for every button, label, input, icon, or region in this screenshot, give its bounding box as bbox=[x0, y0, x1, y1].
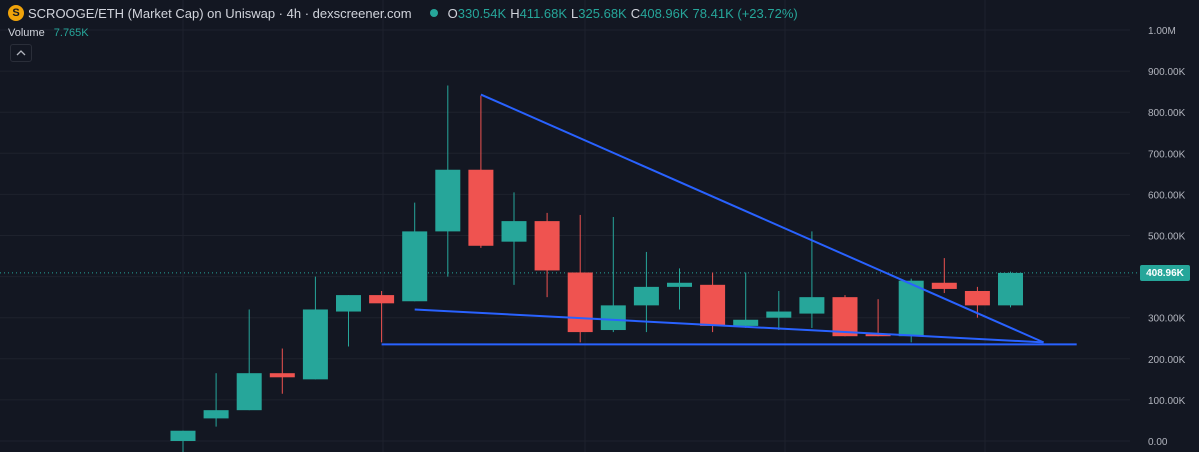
high-label: H bbox=[510, 5, 520, 21]
candle[interactable] bbox=[832, 295, 858, 337]
candle-body bbox=[667, 282, 692, 287]
candle[interactable] bbox=[501, 192, 527, 285]
candle-body bbox=[998, 272, 1023, 306]
candle-body bbox=[898, 280, 924, 337]
low-value: 325.68K bbox=[578, 5, 627, 21]
y-tick-label: 500.00K bbox=[1148, 232, 1186, 243]
candle-body bbox=[369, 295, 395, 304]
candle-body bbox=[865, 334, 891, 337]
chart-legend: S SCROOGE/ETH (Market Cap) on Uniswap · … bbox=[8, 5, 802, 21]
candle[interactable] bbox=[633, 251, 659, 333]
candle-body bbox=[700, 284, 726, 326]
trendline[interactable] bbox=[480, 93, 1045, 344]
close-label: C bbox=[630, 5, 641, 21]
candle-body bbox=[733, 319, 759, 326]
trendlines[interactable] bbox=[381, 93, 1077, 346]
candle[interactable] bbox=[766, 290, 792, 331]
price-axis[interactable]: 0.00100.00K200.00K300.00K400.00K500.00K6… bbox=[1148, 26, 1186, 448]
candles[interactable] bbox=[170, 85, 1024, 452]
candle-body bbox=[832, 297, 858, 337]
y-tick-label: 600.00K bbox=[1148, 190, 1186, 201]
candle[interactable] bbox=[700, 272, 726, 333]
candle-body bbox=[501, 221, 527, 242]
scrooge-coin-icon: S bbox=[8, 5, 24, 21]
low-label: L bbox=[571, 5, 579, 21]
candle-body bbox=[931, 282, 957, 289]
candle-body bbox=[468, 169, 494, 246]
candle-body bbox=[435, 169, 461, 232]
y-tick-label: 700.00K bbox=[1148, 149, 1186, 160]
candle[interactable] bbox=[733, 272, 759, 328]
candle-body bbox=[600, 305, 626, 331]
candle[interactable] bbox=[336, 295, 361, 347]
volume-label: Volume bbox=[8, 27, 45, 39]
candle[interactable] bbox=[667, 268, 692, 310]
y-tick-label: 100.00K bbox=[1148, 396, 1186, 407]
y-tick-label: 1.00M bbox=[1148, 26, 1176, 37]
candle-body bbox=[302, 309, 328, 380]
candle-body bbox=[964, 290, 990, 306]
candle[interactable] bbox=[534, 212, 560, 298]
candle-body bbox=[633, 286, 659, 306]
green-dot-icon bbox=[429, 9, 438, 17]
candle-body bbox=[269, 373, 295, 378]
last-price-tag: 408.96K bbox=[1140, 265, 1190, 281]
candle-body bbox=[336, 295, 361, 312]
candle[interactable] bbox=[435, 85, 461, 277]
candle[interactable] bbox=[600, 217, 626, 333]
candle-body bbox=[567, 272, 593, 333]
candle[interactable] bbox=[468, 95, 494, 248]
candle[interactable] bbox=[203, 373, 229, 427]
y-tick-label: 800.00K bbox=[1148, 108, 1186, 119]
candle[interactable] bbox=[402, 202, 428, 302]
candle[interactable] bbox=[865, 299, 891, 337]
candle-body bbox=[203, 410, 229, 419]
candle-body bbox=[170, 430, 196, 441]
candle[interactable] bbox=[302, 276, 328, 380]
volume-value: 7.765K bbox=[53, 27, 89, 39]
candle[interactable] bbox=[170, 430, 196, 452]
change-value: 78.41K (+23.72%) bbox=[692, 5, 798, 21]
candle[interactable] bbox=[931, 258, 957, 294]
open-label: O bbox=[447, 5, 458, 21]
close-value: 408.96K bbox=[640, 5, 689, 21]
collapse-legend-button[interactable] bbox=[10, 44, 32, 62]
candle-body bbox=[236, 373, 262, 411]
high-value: 411.68K bbox=[519, 5, 568, 21]
grid-lines bbox=[0, 0, 1130, 452]
candle-body bbox=[402, 231, 428, 302]
candle[interactable] bbox=[998, 271, 1023, 308]
candle[interactable] bbox=[236, 309, 262, 411]
candle[interactable] bbox=[369, 290, 395, 343]
candle[interactable] bbox=[898, 278, 924, 343]
trendline[interactable] bbox=[414, 308, 1044, 344]
candle[interactable] bbox=[269, 348, 295, 394]
chevron-up-icon bbox=[16, 50, 26, 56]
y-tick-label: 900.00K bbox=[1148, 67, 1186, 78]
chart-title: SCROOGE/ETH (Market Cap) on Uniswap · 4h… bbox=[28, 5, 412, 21]
candle-body bbox=[766, 311, 792, 318]
y-tick-label: 0.00 bbox=[1148, 437, 1168, 448]
y-tick-label: 200.00K bbox=[1148, 355, 1186, 366]
candle[interactable] bbox=[567, 214, 593, 343]
open-value: 330.54K bbox=[457, 5, 507, 21]
y-tick-label: 300.00K bbox=[1148, 314, 1186, 325]
candle-body bbox=[799, 297, 825, 314]
volume-legend: Volume 7.765K bbox=[8, 27, 89, 39]
candle[interactable] bbox=[799, 231, 825, 328]
candle-body bbox=[534, 221, 560, 271]
